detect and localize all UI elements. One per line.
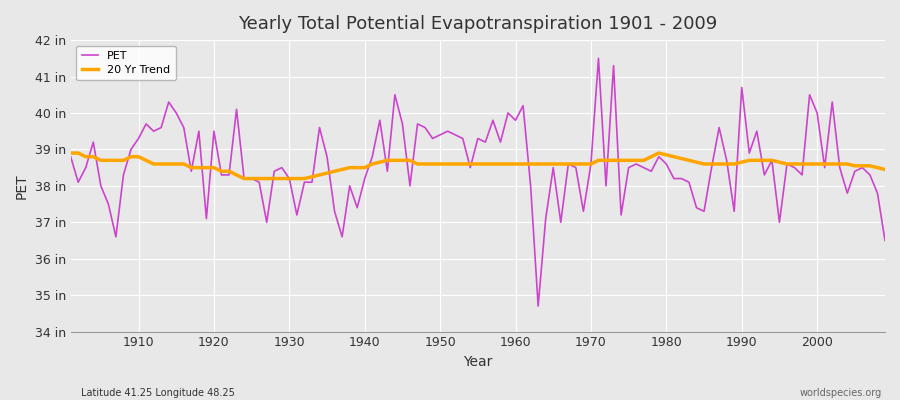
PET xyxy=(126,147,137,152)
PET xyxy=(616,212,626,217)
PET xyxy=(337,234,347,239)
PET xyxy=(502,110,513,115)
Line: 20 Yr Trend: 20 Yr Trend xyxy=(71,153,885,178)
Text: worldspecies.org: worldspecies.org xyxy=(800,388,882,398)
Text: Latitude 41.25 Longitude 48.25: Latitude 41.25 Longitude 48.25 xyxy=(81,388,235,398)
20 Yr Trend xyxy=(345,165,356,170)
20 Yr Trend xyxy=(66,151,77,156)
Title: Yearly Total Potential Evapotranspiration 1901 - 2009: Yearly Total Potential Evapotranspiratio… xyxy=(238,15,717,33)
Y-axis label: PET: PET xyxy=(15,173,29,199)
20 Yr Trend xyxy=(238,176,249,181)
20 Yr Trend xyxy=(518,162,528,166)
20 Yr Trend xyxy=(126,154,137,159)
X-axis label: Year: Year xyxy=(464,355,492,369)
PET xyxy=(66,154,77,159)
PET xyxy=(292,212,302,217)
20 Yr Trend xyxy=(879,167,890,172)
PET xyxy=(879,238,890,243)
20 Yr Trend xyxy=(608,158,619,163)
PET xyxy=(510,118,521,123)
Line: PET: PET xyxy=(71,58,885,306)
20 Yr Trend xyxy=(299,176,310,181)
PET xyxy=(593,56,604,61)
20 Yr Trend xyxy=(510,162,521,166)
Legend: PET, 20 Yr Trend: PET, 20 Yr Trend xyxy=(76,46,176,80)
PET xyxy=(533,304,544,308)
